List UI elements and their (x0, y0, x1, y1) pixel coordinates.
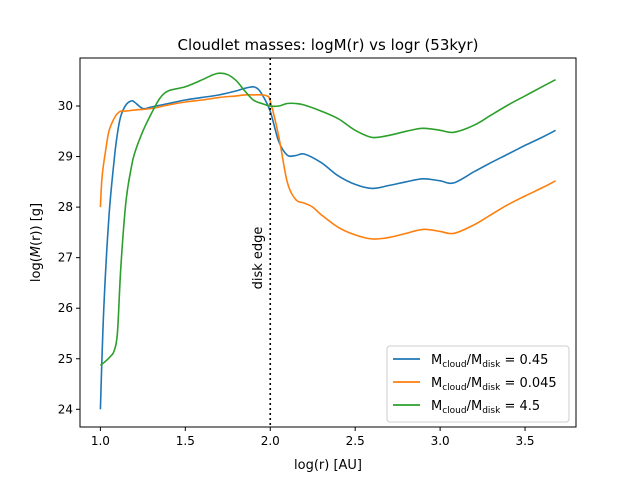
y-axis-ticks: 24 25 26 27 28 29 30 (58, 99, 80, 416)
y-tick-label: 27 (58, 251, 73, 265)
series-line-0 (99, 85, 556, 410)
x-axis-ticks: 1.0 1.5 2.0 2.5 3.0 3.5 (91, 427, 535, 448)
legend-label-0: Mcloud/Mdisk = 0.45 (431, 353, 548, 370)
series-line-2 (99, 72, 556, 366)
legend-label-1: Mcloud/Mdisk = 0.045 (431, 376, 557, 393)
x-tick-label: 2.0 (261, 434, 280, 448)
plot-area: disk edge 1.0 1.5 2.0 2.5 3.0 3.5 24252627282… (58, 57, 577, 448)
x-axis-label: log(r) [AU] (294, 458, 362, 473)
legend-label-2: Mcloud/Mdisk = 4.5 (431, 399, 540, 416)
series-layer (99, 72, 556, 410)
x-tick-label: 3.0 (431, 434, 450, 448)
legend: Mcloud/Mdisk = 0.45 Mcloud/Mdisk = 0.045 M… (386, 345, 570, 423)
disk-edge-label: disk edge (251, 227, 266, 290)
x-tick-label: 2.5 (346, 434, 365, 448)
y-tick-label: 28 (58, 200, 73, 214)
y-tick-label: 26 (58, 301, 73, 315)
x-tick-label: 1.5 (176, 434, 195, 448)
y-axis-label: log(M(r)) [g] (29, 203, 44, 282)
y-tick-label: 25 (58, 352, 73, 366)
x-tick-label: 3.5 (515, 434, 534, 448)
legend-box (386, 345, 570, 423)
series-line-1 (99, 94, 556, 240)
y-tick-label: 30 (58, 99, 73, 113)
y-tick-label: 29 (58, 150, 73, 164)
axes-frame (79, 57, 577, 428)
y-tick-label: 24 (58, 402, 73, 416)
x-tick-label: 1.0 (91, 434, 110, 448)
chart-title: Cloudlet masses: logM(r) vs logr (53kyr) (178, 36, 479, 54)
